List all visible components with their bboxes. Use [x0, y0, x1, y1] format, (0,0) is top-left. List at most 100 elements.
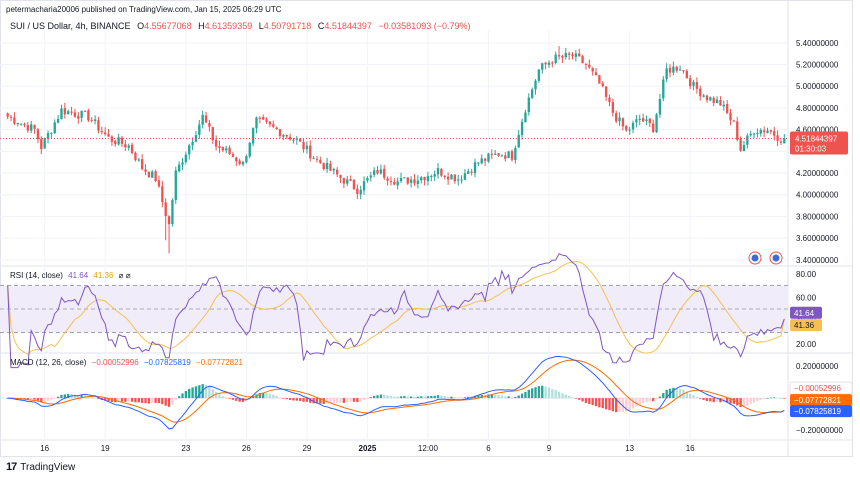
candle-body — [107, 133, 110, 137]
candle-body — [50, 132, 53, 134]
candle-body — [201, 114, 204, 125]
candle-body — [272, 124, 275, 127]
candle-body — [773, 131, 776, 136]
candle-body — [460, 179, 463, 181]
rsi-ma-line — [7, 260, 785, 355]
close-value: 4.51844397 — [324, 21, 372, 31]
candle-body — [436, 168, 440, 175]
candle-body — [137, 159, 140, 161]
macd-histogram-bar — [305, 398, 309, 402]
macd-value-label: −0.07772821 — [794, 396, 841, 405]
candle-body — [251, 128, 255, 144]
macd-histogram-bar — [581, 398, 584, 402]
macd-histogram-bar — [608, 398, 611, 411]
candle-body — [709, 97, 712, 101]
macd-line — [7, 355, 785, 430]
macd-histogram-bar — [6, 398, 9, 399]
macd-histogram-bar — [285, 398, 288, 400]
macd-histogram-bar — [423, 396, 426, 399]
candle-body — [467, 171, 470, 174]
macd-histogram-bar — [685, 391, 688, 399]
candle-body — [282, 134, 285, 137]
candle-body — [235, 157, 238, 162]
symbol-title[interactable]: SUI / US Dollar, 4h, BINANCE — [10, 21, 131, 31]
candle-body — [769, 130, 773, 132]
candle-body — [275, 127, 278, 130]
macd-histogram-bar — [742, 398, 746, 407]
candle-body — [608, 97, 611, 103]
macd-histogram-bar — [238, 398, 241, 402]
candle-body — [510, 151, 514, 160]
macd-histogram-bar — [520, 393, 524, 399]
rsi-title[interactable]: RSI (14, close) — [10, 271, 63, 280]
candle-body — [16, 122, 19, 125]
candle-body — [682, 70, 685, 72]
macd-histogram-bar — [500, 395, 504, 399]
macd-histogram-bar — [537, 386, 541, 399]
candle-body — [403, 177, 406, 179]
candle-body — [463, 173, 467, 180]
candle-body — [181, 162, 184, 165]
macd-histogram-bar — [67, 393, 70, 399]
candle-body — [685, 70, 688, 79]
macd-histogram-bar — [386, 395, 389, 399]
macd-histogram-bar — [594, 398, 598, 407]
macd-histogram-bar — [665, 389, 668, 399]
candle-body — [399, 177, 403, 182]
macd-histogram-bar — [477, 395, 480, 399]
macd-histogram-bar — [517, 395, 520, 399]
candle-body — [53, 122, 56, 134]
macd-histogram-bar — [144, 398, 147, 404]
candle-body — [530, 89, 534, 98]
open-label: O — [137, 21, 145, 31]
macd-histogram-bar — [769, 397, 773, 399]
rsi-visibility-icons[interactable]: ⌀ ⌀ — [118, 271, 131, 280]
rsi-legend-value: 41.64 — [68, 271, 89, 280]
candle-body — [722, 104, 725, 107]
macd-histogram-bar — [534, 387, 537, 399]
tradingview-brand[interactable]: 17 TradingView — [6, 461, 75, 473]
macd-histogram-bar — [329, 398, 332, 404]
rsi-value-label: 41.64 — [794, 309, 815, 318]
macd-histogram-bar — [110, 398, 114, 402]
macd-histogram-bar — [463, 397, 467, 399]
candle-body — [739, 139, 742, 151]
macd-histogram-bar — [90, 397, 93, 399]
candle-body — [665, 68, 668, 80]
macd-histogram-bar — [604, 398, 608, 410]
macd-histogram-bar — [309, 398, 312, 403]
candle-body — [393, 181, 396, 185]
candle-body — [524, 112, 527, 123]
candle-body — [174, 170, 177, 200]
candle-body — [352, 179, 356, 190]
candle-body — [90, 119, 93, 121]
candle-body — [346, 179, 349, 184]
rsi-axis-tick: 80.00 — [796, 270, 817, 279]
macd-histogram-bar — [416, 396, 420, 399]
candle-body — [571, 54, 574, 57]
macd-histogram-bar — [567, 395, 571, 399]
candle-body — [238, 160, 241, 165]
candle-body — [621, 118, 625, 127]
candle-body — [104, 132, 107, 135]
candle-body — [248, 142, 251, 157]
candle-body — [604, 86, 608, 97]
macd-histogram-bar — [251, 396, 255, 399]
rsi-value-label: 41.36 — [794, 321, 815, 330]
candle-body — [581, 56, 584, 64]
candle-body — [692, 81, 695, 86]
candle-body — [191, 141, 194, 146]
candle-body — [494, 153, 497, 155]
macd-histogram-bar — [140, 398, 144, 403]
price-axis-tick: 4.80000000 — [796, 104, 839, 113]
macd-title[interactable]: MACD (12, 26, close) — [10, 358, 87, 367]
candle-body — [130, 144, 134, 153]
macd-histogram-bar — [322, 398, 325, 404]
last-price-label: 4.51844397 — [795, 135, 838, 144]
candle-body — [285, 135, 288, 137]
macd-histogram-bar — [315, 398, 319, 404]
candle-body — [288, 136, 292, 140]
candle-body — [648, 118, 652, 124]
candle-body — [221, 147, 225, 151]
x-axis-tick: 12:00 — [418, 444, 439, 453]
